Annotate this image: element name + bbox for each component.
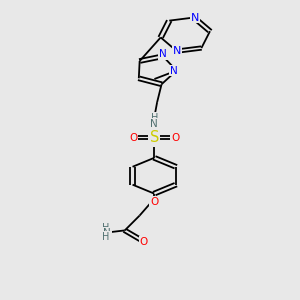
Text: N: N	[159, 49, 167, 59]
Text: O: O	[171, 133, 179, 143]
Text: N: N	[172, 46, 181, 56]
Text: S: S	[149, 130, 159, 146]
Text: N: N	[150, 119, 158, 129]
Text: O: O	[140, 237, 148, 247]
Text: N: N	[170, 66, 177, 76]
Text: H: H	[151, 113, 158, 123]
Text: H: H	[102, 232, 109, 242]
Text: N: N	[103, 227, 111, 238]
Text: O: O	[150, 197, 158, 207]
Text: N: N	[191, 13, 200, 22]
Text: O: O	[129, 133, 137, 143]
Text: H: H	[102, 223, 109, 233]
